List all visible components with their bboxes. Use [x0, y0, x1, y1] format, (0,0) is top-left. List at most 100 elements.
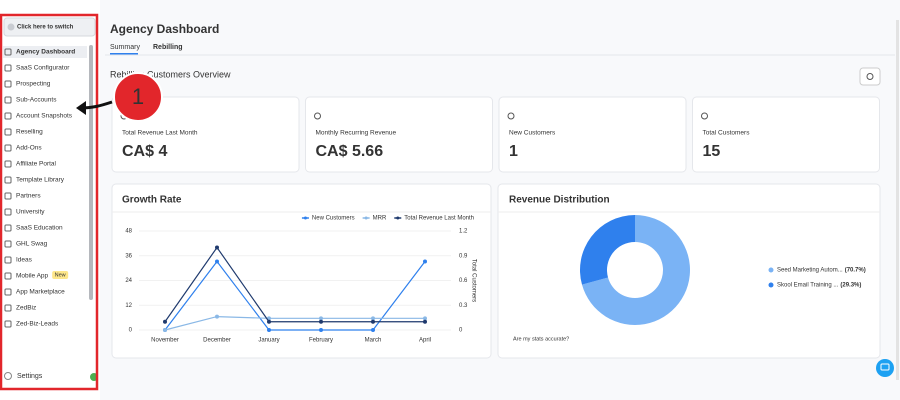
data-point [371, 319, 375, 324]
annotation-badge [113, 72, 163, 122]
nav-item[interactable]: Affiliate Portal [16, 161, 57, 168]
y-tick-label: 48 [125, 229, 132, 235]
section-title: Rebilling Customers Overview [110, 69, 231, 79]
nav-item[interactable]: Zed-Biz-Leads [16, 321, 59, 328]
nav-item[interactable]: GHL Swag [16, 241, 48, 248]
refresh-button[interactable] [859, 67, 881, 86]
legend-label: MRR [373, 216, 387, 222]
card [692, 96, 880, 173]
data-point [215, 314, 219, 319]
card-icon [701, 112, 708, 120]
x-tick-label: November [151, 338, 179, 344]
nav-icon [4, 176, 12, 184]
nav-icon [4, 112, 12, 120]
card-value: CA$ 4 [122, 143, 167, 160]
card-label: New Customers [509, 130, 556, 137]
nav-icon [4, 224, 12, 232]
refresh-icon [866, 73, 874, 80]
switcher-label[interactable]: Click here to switch [17, 25, 74, 31]
donut-segment [581, 215, 690, 325]
nav-icon [4, 208, 12, 216]
page-scrollbar[interactable] [896, 20, 899, 380]
data-point [423, 319, 427, 324]
nav-icon [4, 80, 12, 88]
nav-item[interactable]: Agency Dashboard [16, 49, 75, 56]
y-tick-label: 36 [125, 253, 132, 259]
chart-title: Revenue Distribution [509, 195, 610, 206]
card-icon [507, 112, 515, 120]
nav-icon [4, 272, 12, 280]
data-point [163, 319, 167, 324]
donut-segment [580, 215, 635, 285]
nav-item[interactable]: University [16, 209, 45, 216]
page-title: Agency Dashboard [110, 22, 219, 36]
settings-link[interactable]: Settings [17, 373, 43, 380]
nav-item[interactable]: Template Library [16, 177, 65, 184]
legend-value: (70.7%) [845, 268, 866, 274]
help-button[interactable] [876, 359, 894, 377]
legend-label: Total Revenue Last Month [404, 216, 474, 222]
card [111, 183, 492, 359]
nav-item[interactable]: Prospecting [16, 81, 51, 88]
tab[interactable]: Rebilling [153, 44, 183, 51]
badge-label: New [55, 272, 66, 278]
data-point [371, 316, 375, 321]
legend-dot [768, 282, 774, 288]
nav-icon [4, 320, 12, 328]
card [498, 96, 687, 173]
nav-item[interactable]: Mobile App [16, 273, 49, 280]
nav-item[interactable]: Partners [16, 193, 41, 200]
nav-item[interactable]: ZedBiz [16, 305, 36, 312]
nav-item[interactable]: Add-Ons [16, 145, 42, 152]
card-label: Total Revenue Last Month [122, 130, 198, 137]
footer-note[interactable]: Are my stats accurate? [513, 336, 569, 342]
nav-item[interactable]: Reselling [16, 129, 43, 136]
nav-item[interactable]: App Marketplace [16, 289, 65, 296]
legend-value: (29.3%) [840, 283, 861, 289]
annotation-arrowhead [76, 101, 86, 115]
nav-icon [4, 64, 12, 72]
nav-icon [4, 160, 12, 168]
legend-dot [364, 216, 368, 220]
help-icon [880, 363, 890, 371]
data-point [215, 259, 219, 264]
annotation: 1 [76, 72, 163, 122]
active-item [3, 46, 87, 58]
data-point [267, 328, 271, 332]
card-value: CA$ 5.66 [316, 143, 384, 160]
tab-underline [110, 53, 138, 55]
y-tick-label: 0 [129, 328, 133, 334]
nav-item[interactable]: Account Snapshots [16, 113, 73, 120]
nav-icon [4, 96, 12, 104]
switcher[interactable] [3, 17, 96, 37]
tab[interactable]: Summary [110, 44, 140, 51]
y2-tick-label: 0.6 [459, 278, 468, 284]
legend-label: New Customers [312, 216, 355, 222]
y2-tick-label: 0.3 [459, 303, 468, 309]
x-tick-label: April [419, 338, 431, 344]
sidebar-scrollbar[interactable] [89, 45, 93, 300]
nav-item[interactable]: SaaS Configurator [16, 65, 70, 72]
y2-tick-label: 1.2 [459, 229, 468, 235]
badge [52, 271, 69, 279]
card-label: Total Customers [703, 130, 751, 137]
nav-icon [4, 256, 12, 264]
x-tick-label: March [365, 338, 382, 344]
x-tick-label: December [203, 338, 231, 344]
card [305, 96, 493, 173]
data-point [267, 319, 271, 324]
chart-title: Growth Rate [122, 195, 182, 206]
nav-item[interactable]: Ideas [16, 257, 33, 264]
annotation-number: 1 [132, 84, 144, 109]
sidebar [0, 0, 99, 400]
data-point [215, 245, 219, 250]
nav-item[interactable]: SaaS Education [16, 225, 63, 232]
nav-item[interactable]: Sub-Accounts [16, 97, 57, 104]
card-label: Monthly Recurring Revenue [316, 130, 397, 137]
card-icon [314, 112, 321, 120]
nav-icon [4, 192, 12, 200]
nav-icon [4, 288, 12, 296]
settings-icon [4, 372, 12, 380]
